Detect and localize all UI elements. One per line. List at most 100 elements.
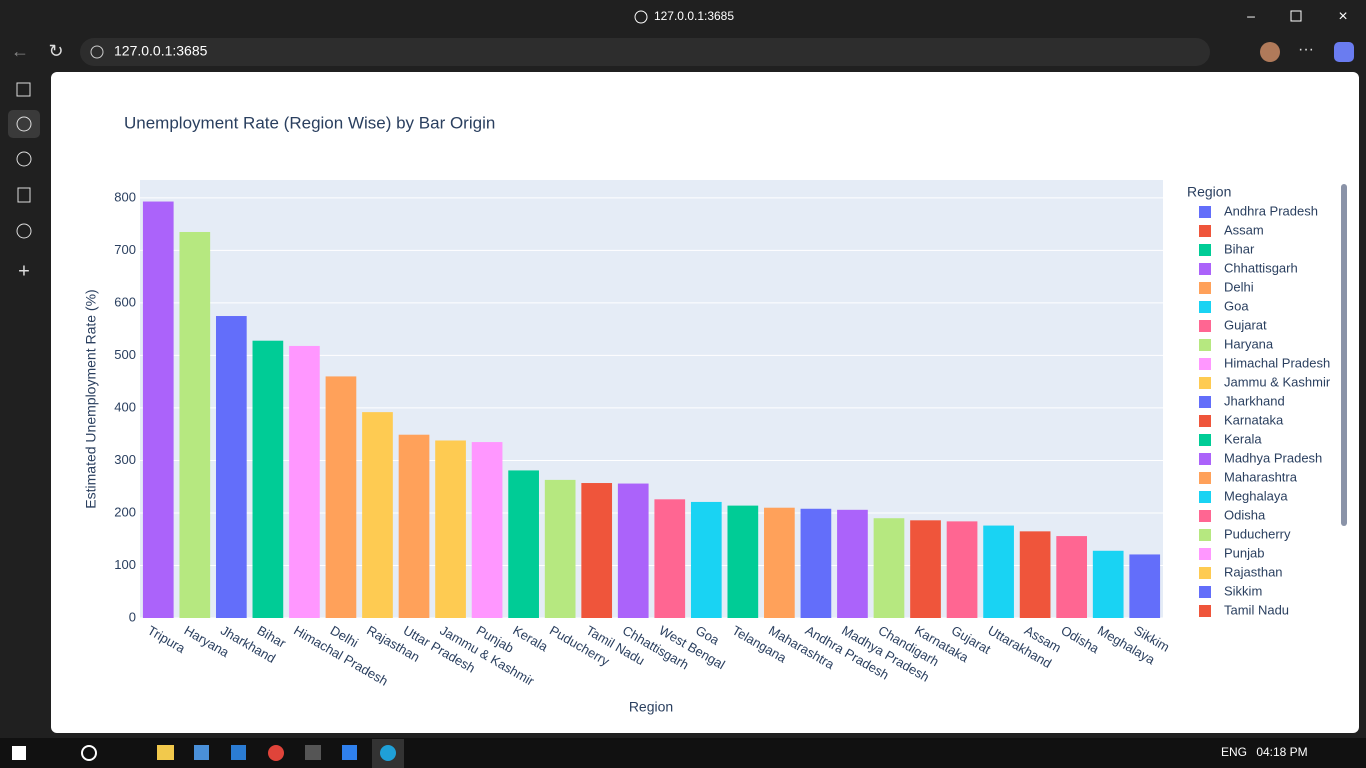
y-tick-label: 800 bbox=[114, 189, 136, 204]
maximize[interactable] bbox=[1290, 10, 1302, 22]
info-icon[interactable] bbox=[90, 45, 104, 59]
legend-label: Jammu & Kashmir bbox=[1224, 374, 1331, 389]
legend-swatch bbox=[1199, 567, 1211, 579]
y-tick-label: 300 bbox=[114, 452, 136, 467]
legend-swatch bbox=[1199, 586, 1211, 598]
legend-label: Delhi bbox=[1224, 279, 1254, 294]
y-tick-label: 100 bbox=[114, 557, 136, 572]
legend-swatch bbox=[1199, 263, 1211, 275]
y-tick-label: 0 bbox=[129, 609, 136, 624]
y-tick-label: 500 bbox=[114, 347, 136, 362]
taskbar bbox=[0, 738, 1366, 768]
legend-swatch bbox=[1199, 453, 1211, 465]
bar bbox=[471, 442, 503, 618]
legend-label: Kerala bbox=[1224, 431, 1262, 446]
language[interactable]: ENG bbox=[1221, 745, 1247, 759]
refresh-button[interactable]: ↻ bbox=[48, 41, 63, 61]
legend-swatch bbox=[1199, 491, 1211, 503]
legend-swatch bbox=[1199, 605, 1211, 617]
y-axis-title: Estimated Unemployment Rate (%) bbox=[83, 289, 99, 508]
legend-swatch bbox=[1199, 244, 1211, 256]
legend-scrollbar[interactable] bbox=[1341, 184, 1347, 526]
legend-label: Rajasthan bbox=[1224, 564, 1283, 579]
bar bbox=[1019, 531, 1051, 618]
bar bbox=[873, 518, 905, 618]
legend-label: Jharkhand bbox=[1224, 393, 1285, 408]
menu[interactable]: ··· bbox=[1298, 41, 1314, 58]
legend-swatch bbox=[1199, 510, 1211, 522]
legend-swatch bbox=[1199, 206, 1211, 218]
y-tick-label: 400 bbox=[114, 399, 136, 414]
legend-swatch bbox=[1199, 320, 1211, 332]
legend-swatch bbox=[1199, 358, 1211, 370]
sidebar-icons bbox=[16, 82, 32, 239]
bar bbox=[508, 470, 539, 618]
back-button[interactable]: ← bbox=[11, 41, 29, 61]
legend-label: Gujarat bbox=[1224, 317, 1267, 332]
taskbar-icons bbox=[12, 739, 404, 768]
bar bbox=[179, 231, 211, 619]
bar bbox=[581, 483, 613, 618]
y-tick-label: 700 bbox=[114, 242, 136, 257]
bar bbox=[800, 508, 832, 618]
legend-label: Madhya Pradesh bbox=[1224, 450, 1322, 465]
bar bbox=[1092, 550, 1124, 618]
legend-label: Tamil Nadu bbox=[1224, 602, 1289, 617]
address-text[interactable]: 127.0.0.1:3685 bbox=[114, 43, 208, 59]
legend-label: Punjab bbox=[1224, 545, 1264, 560]
legend-swatch bbox=[1199, 434, 1211, 446]
bar bbox=[946, 521, 978, 618]
close[interactable]: × bbox=[1338, 8, 1347, 25]
legend-label: Bihar bbox=[1224, 241, 1255, 256]
bar bbox=[910, 520, 941, 618]
y-tick-label: 600 bbox=[114, 294, 136, 309]
legend-label: Odisha bbox=[1224, 507, 1266, 522]
legend-swatch bbox=[1199, 548, 1211, 560]
legend-swatch bbox=[1199, 301, 1211, 313]
tab-title[interactable]: 127.0.0.1:3685 bbox=[654, 9, 734, 23]
legend-swatch bbox=[1199, 339, 1211, 351]
title-bar bbox=[0, 0, 1366, 34]
profile[interactable] bbox=[1260, 42, 1280, 62]
legend-label: Sikkim bbox=[1224, 583, 1262, 598]
legend-label: Haryana bbox=[1224, 336, 1274, 351]
bar bbox=[435, 440, 466, 618]
legend-label: Andhra Pradesh bbox=[1224, 203, 1318, 218]
bar bbox=[362, 412, 393, 618]
x-axis-title: Region bbox=[629, 699, 673, 715]
sidebar-active[interactable] bbox=[8, 110, 40, 138]
copilot[interactable] bbox=[1334, 42, 1354, 62]
bar bbox=[1129, 554, 1161, 618]
bar bbox=[983, 525, 1014, 618]
legend-swatch bbox=[1199, 396, 1211, 408]
bar bbox=[398, 434, 430, 618]
legend-swatch bbox=[1199, 415, 1211, 427]
legend-swatch bbox=[1199, 529, 1211, 541]
minimize[interactable]: – bbox=[1247, 8, 1255, 24]
legend-label: Puducherry bbox=[1224, 526, 1291, 541]
legend-label: Meghalaya bbox=[1224, 488, 1288, 503]
sidebar-add[interactable]: + bbox=[18, 260, 30, 282]
legend-title: Region bbox=[1187, 184, 1231, 200]
bar bbox=[1056, 536, 1088, 618]
bar bbox=[764, 507, 795, 618]
legend-swatch bbox=[1199, 472, 1211, 484]
legend-swatch bbox=[1199, 377, 1211, 389]
legend-swatch bbox=[1199, 225, 1211, 237]
legend-label: Assam bbox=[1224, 222, 1264, 237]
address-bar[interactable] bbox=[80, 38, 1210, 66]
bar bbox=[654, 499, 686, 618]
bar bbox=[544, 479, 576, 618]
bar bbox=[252, 340, 284, 618]
bar bbox=[325, 376, 357, 618]
legend-label: Maharashtra bbox=[1224, 469, 1298, 484]
clock[interactable]: 04:18 PM bbox=[1256, 745, 1307, 759]
legend-swatch bbox=[1199, 282, 1211, 294]
legend-label: Chhattisgarh bbox=[1224, 260, 1298, 275]
legend-label: Karnataka bbox=[1224, 412, 1284, 427]
y-tick-label: 200 bbox=[114, 504, 136, 519]
globe-icon bbox=[634, 10, 648, 24]
bar bbox=[727, 505, 759, 618]
bar bbox=[289, 345, 320, 618]
